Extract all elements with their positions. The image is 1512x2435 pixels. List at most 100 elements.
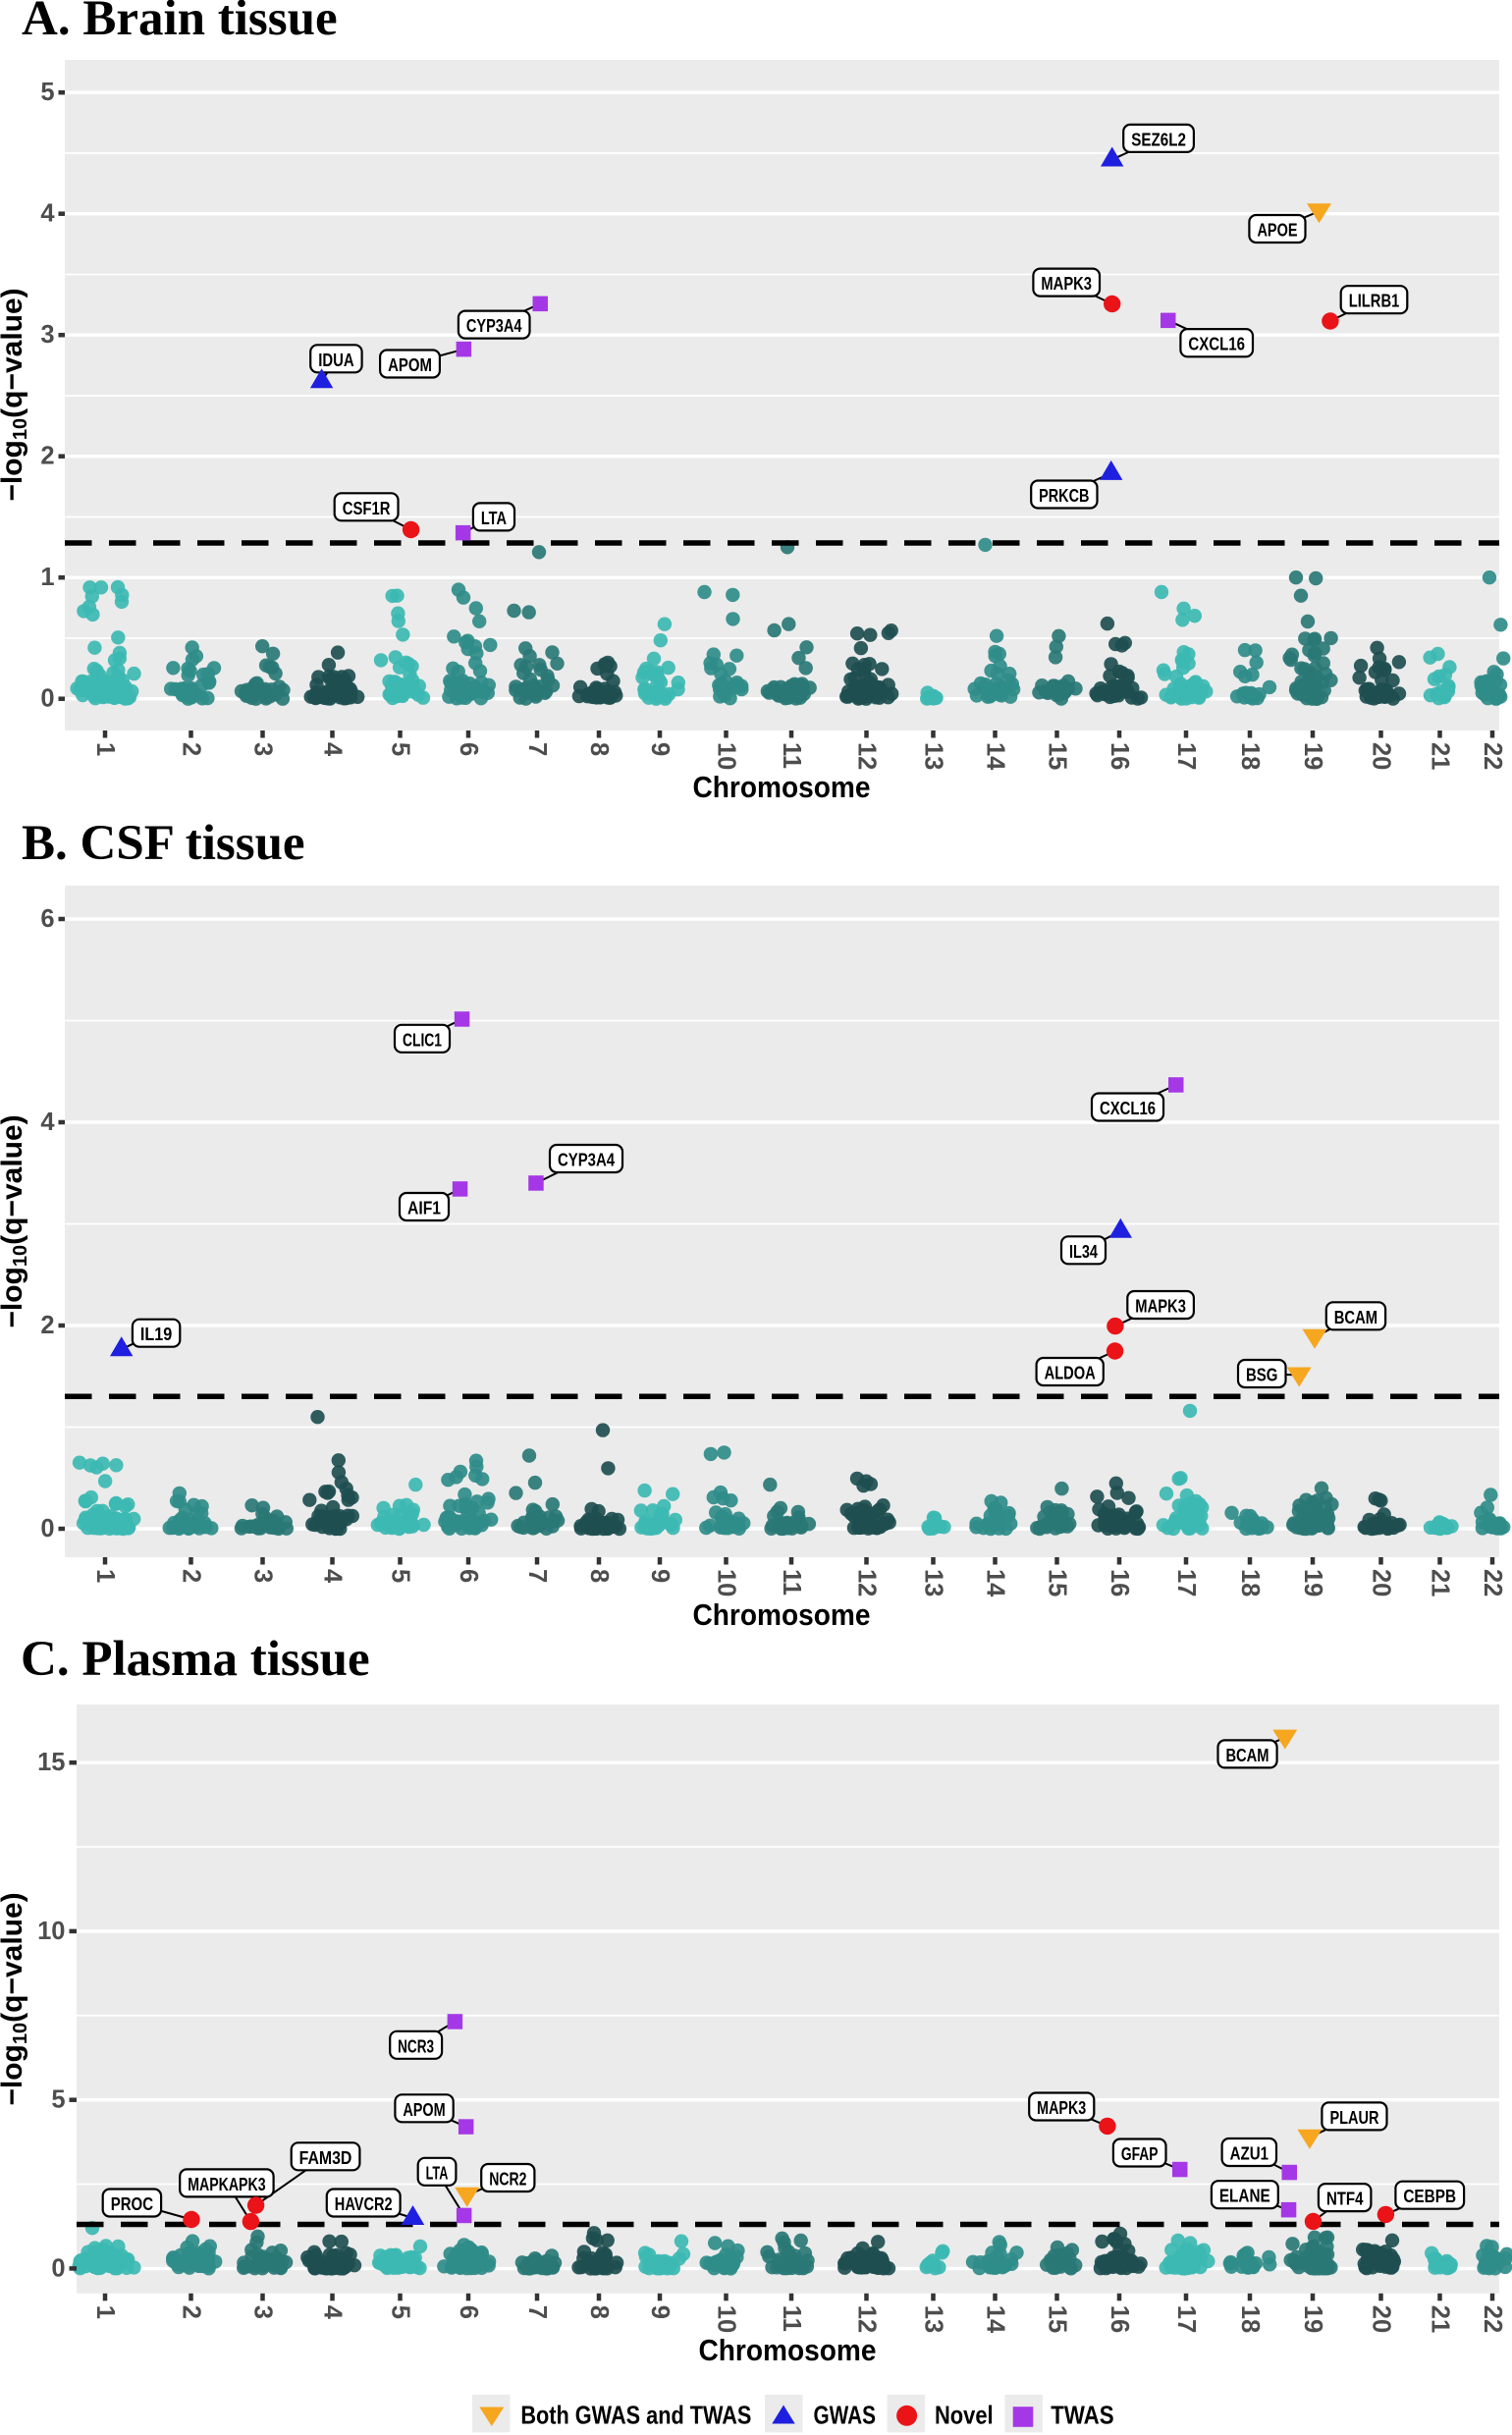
svg-text:4: 4 [319,2305,347,2320]
svg-text:5: 5 [51,2086,65,2114]
svg-text:8: 8 [585,742,613,756]
svg-text:3: 3 [249,742,277,756]
svg-text:2: 2 [178,2305,205,2319]
svg-text:6: 6 [455,742,482,756]
svg-text:BCAM: BCAM [1225,1745,1269,1765]
svg-text:6: 6 [455,1569,482,1583]
svg-text:20: 20 [1368,1569,1395,1596]
svg-text:CYP3A4: CYP3A4 [466,315,522,336]
svg-text:BCAM: BCAM [1334,1307,1377,1327]
svg-text:2: 2 [40,1312,54,1339]
svg-text:11: 11 [778,2305,805,2332]
svg-text:21: 21 [1427,742,1454,770]
svg-text:IL34: IL34 [1069,1241,1099,1262]
svg-text:GWAS: GWAS [814,2401,877,2430]
svg-text:7: 7 [523,1569,551,1583]
svg-text:3: 3 [249,1569,277,1583]
svg-text:14: 14 [982,1569,1009,1597]
svg-text:2: 2 [178,1569,205,1583]
svg-text:4: 4 [319,742,347,757]
svg-text:17: 17 [1172,742,1200,770]
svg-text:15: 15 [1044,2305,1071,2333]
svg-text:8: 8 [585,2305,613,2319]
svg-text:Chromosome: Chromosome [699,2333,877,2367]
svg-text:AIF1: AIF1 [407,1198,441,1218]
svg-text:17: 17 [1172,1569,1200,1596]
svg-text:13: 13 [920,2305,947,2333]
svg-text:5: 5 [387,742,414,756]
svg-text:LILRB1: LILRB1 [1349,291,1400,311]
svg-text:14: 14 [982,2305,1009,2334]
svg-text:C. Plasma tissue: C. Plasma tissue [21,1632,370,1687]
svg-text:5: 5 [387,2305,414,2319]
svg-text:6: 6 [40,905,54,933]
svg-text:17: 17 [1172,2305,1200,2333]
svg-text:20: 20 [1368,742,1395,770]
svg-text:NCR3: NCR3 [398,2035,434,2056]
svg-text:1: 1 [91,2305,119,2319]
svg-text:19: 19 [1299,1569,1326,1596]
svg-text:14: 14 [982,742,1009,771]
svg-text:CXCL16: CXCL16 [1100,1098,1156,1118]
svg-text:IL19: IL19 [140,1324,172,1344]
svg-text:21: 21 [1427,1569,1454,1596]
svg-text:19: 19 [1299,2305,1326,2333]
svg-text:16: 16 [1106,2305,1133,2333]
svg-text:MAPKAPK3: MAPKAPK3 [188,2174,265,2194]
svg-text:IDUA: IDUA [318,350,353,370]
svg-text:18: 18 [1236,1569,1264,1596]
svg-text:15: 15 [1044,1569,1071,1596]
svg-text:ELANE: ELANE [1219,2186,1270,2206]
svg-text:GFAP: GFAP [1121,2143,1159,2164]
svg-text:Both GWAS and TWAS: Both GWAS and TWAS [520,2401,751,2430]
svg-text:NTF4: NTF4 [1326,2189,1364,2209]
svg-text:15: 15 [1044,742,1071,770]
svg-text:3: 3 [249,2305,277,2319]
svg-text:BSG: BSG [1246,1365,1278,1385]
svg-text:1: 1 [40,564,54,591]
svg-text:PROC: PROC [111,2193,153,2214]
svg-text:−log10(q−value): −log10(q−value) [0,1892,31,2105]
svg-text:18: 18 [1236,2305,1264,2333]
svg-text:−log10(q−value): −log10(q−value) [0,1114,31,1327]
svg-text:11: 11 [778,742,805,769]
svg-text:12: 12 [853,742,881,770]
svg-text:2: 2 [178,742,205,756]
svg-text:16: 16 [1106,742,1133,770]
svg-text:10: 10 [37,1918,65,1945]
svg-text:CLIC1: CLIC1 [403,1029,442,1050]
svg-text:7: 7 [523,742,551,756]
svg-text:CSF1R: CSF1R [343,498,391,518]
svg-text:19: 19 [1299,742,1326,770]
svg-text:9: 9 [646,742,674,756]
svg-text:−log10(q−value): −log10(q−value) [0,288,31,501]
svg-text:10: 10 [713,2305,740,2333]
svg-text:FAM3D: FAM3D [299,2147,352,2168]
svg-text:A. Brain tissue: A. Brain tissue [22,0,338,46]
svg-text:AZU1: AZU1 [1230,2143,1269,2164]
svg-text:7: 7 [523,2305,551,2319]
svg-text:PRKCB: PRKCB [1039,485,1089,506]
svg-text:APOM: APOM [388,354,432,375]
svg-text:13: 13 [920,742,947,770]
svg-text:6: 6 [455,2305,482,2319]
svg-text:13: 13 [920,1569,947,1596]
svg-text:APOM: APOM [403,2099,445,2120]
svg-text:MAPK3: MAPK3 [1135,1296,1186,1317]
svg-text:HAVCR2: HAVCR2 [335,2193,393,2214]
svg-text:0: 0 [40,685,54,713]
svg-text:SEZ6L2: SEZ6L2 [1131,129,1186,149]
svg-text:1: 1 [91,742,119,756]
svg-text:18: 18 [1236,742,1264,770]
svg-text:CXCL16: CXCL16 [1188,334,1245,354]
svg-text:12: 12 [853,1569,881,1596]
svg-text:1: 1 [91,1569,119,1583]
svg-text:APOE: APOE [1257,220,1297,241]
svg-text:8: 8 [585,1569,613,1583]
svg-text:Novel: Novel [935,2401,994,2430]
svg-text:15: 15 [37,1749,65,1776]
svg-text:9: 9 [646,1569,674,1583]
svg-text:20: 20 [1368,2305,1395,2333]
svg-text:22: 22 [1479,742,1506,770]
svg-text:2: 2 [40,443,54,470]
